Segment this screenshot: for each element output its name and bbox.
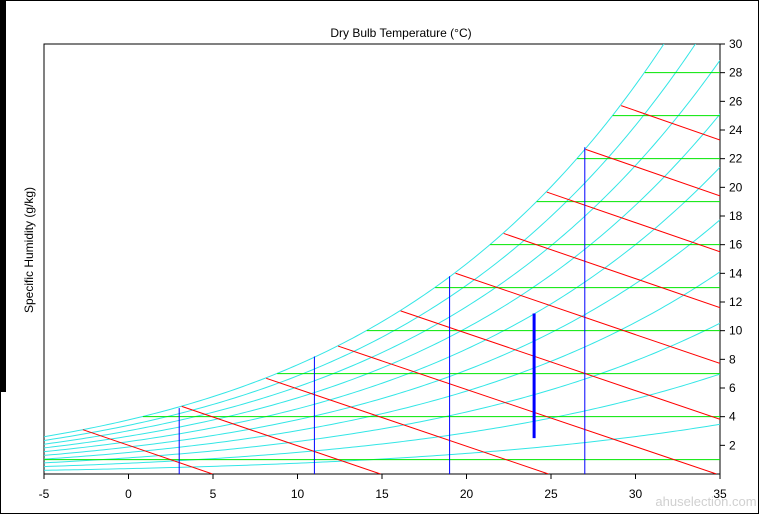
rh-curve-30	[44, 322, 720, 464]
y-tick-label: 28	[729, 66, 743, 80]
y-tick-label: 4	[729, 410, 736, 424]
x-axis: -5 0 5 10 15 20 25 30 35	[39, 474, 727, 501]
x-tick-label: 5	[210, 487, 217, 501]
x-tick-label: 0	[125, 487, 132, 501]
y-tick-label: 6	[729, 381, 736, 395]
rh-curve-80	[44, 59, 720, 445]
rh-curve-20	[44, 373, 720, 468]
rh-curve-40	[44, 271, 720, 460]
enthalpy-line-35	[337, 345, 717, 474]
enthalpy-line-65	[503, 232, 720, 309]
enthalpy-line-45	[400, 310, 720, 420]
enthalpy-line-25	[266, 377, 549, 474]
rh-curve-50	[44, 219, 720, 456]
y-tick-label: 20	[729, 180, 743, 194]
rh-curve-100	[44, 44, 665, 438]
y-tick-label: 26	[729, 94, 743, 108]
x-tick-label: 10	[291, 487, 305, 501]
chart-lines	[44, 44, 720, 474]
y-tick-label: 2	[729, 438, 736, 452]
plot-area	[43, 43, 721, 475]
y-tick-label: 16	[729, 238, 743, 252]
enthalpy-line-5	[82, 429, 213, 474]
y-tick-label: 30	[729, 37, 743, 51]
y-tick-label: 24	[729, 123, 743, 137]
x-tick-label: -5	[39, 487, 50, 501]
enthalpy-line-95	[620, 105, 720, 141]
x-tick-label: 35	[713, 487, 727, 501]
enthalpy-line-15	[181, 405, 381, 474]
left-edge-bar	[0, 0, 6, 392]
rh-curve-10	[44, 423, 720, 471]
x-tick-label: 30	[629, 487, 643, 501]
enthalpy-line-75	[546, 191, 720, 253]
y-tick-label: 10	[729, 324, 743, 338]
y-tick-label: 8	[729, 352, 736, 366]
y-tick-label: 18	[729, 209, 743, 223]
y-tick-label: 14	[729, 266, 743, 280]
y-axis-label: Specific Humidity (g/kg)	[22, 187, 36, 313]
rh-curve-60	[44, 166, 720, 453]
enthalpy-line-55	[455, 272, 720, 364]
rh-curve-70	[44, 113, 720, 449]
watermark: ahuselection.com	[655, 494, 756, 509]
y-tick-label: 22	[729, 152, 743, 166]
x-tick-label: 25	[544, 487, 558, 501]
x-tick-label: 20	[460, 487, 474, 501]
y-tick-label: 12	[729, 295, 743, 309]
chart-title: Dry Bulb Temperature (°C)	[330, 26, 471, 40]
enthalpy-line-85	[585, 148, 720, 197]
x-tick-label: 15	[375, 487, 389, 501]
